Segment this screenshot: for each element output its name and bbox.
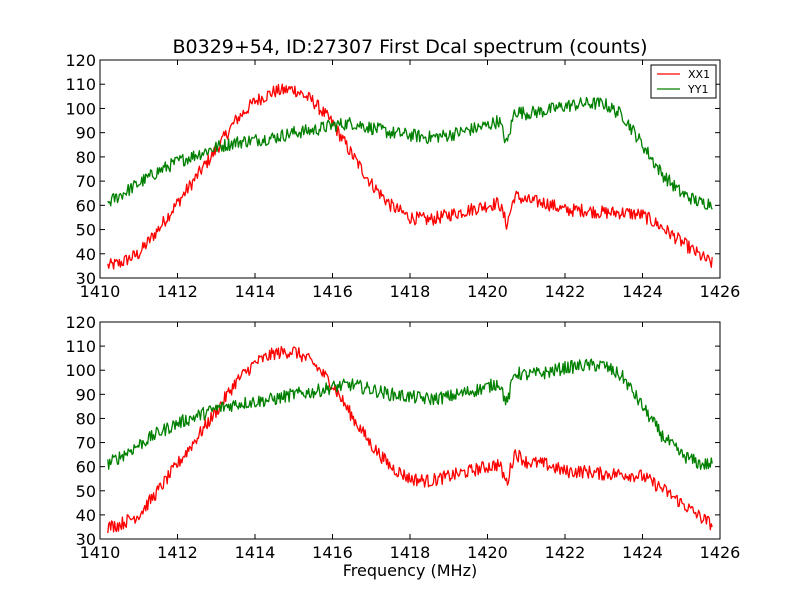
chart-title: B0329+54, ID:27307 First Dcal spectrum (…: [172, 36, 647, 58]
series-line-yy1: [107, 96, 713, 210]
y-tick-label: 40: [76, 245, 96, 264]
x-tick-label: 1426: [700, 282, 741, 301]
x-tick-label: 1416: [312, 282, 353, 301]
legend-label-xx1: XX1: [688, 68, 710, 81]
x-axis-label: Frequency (MHz): [343, 561, 477, 580]
x-tick-label: 1424: [622, 543, 663, 562]
x-tick-label: 1414: [235, 282, 276, 301]
legend-label-yy1: YY1: [687, 83, 708, 96]
x-tick-label: 1414: [235, 543, 276, 562]
x-tick-label: 1426: [700, 543, 741, 562]
y-tick-label: 80: [76, 409, 96, 428]
y-tick-label: 30: [76, 269, 96, 288]
y-tick-label: 90: [76, 124, 96, 143]
legend: XX1 YY1: [650, 64, 717, 99]
x-tick-label: 1410: [80, 282, 121, 301]
y-tick-label: 110: [65, 337, 96, 356]
series-line-xx1: [107, 83, 713, 270]
y-tick-label: 80: [76, 148, 96, 167]
series-line-green: [107, 358, 713, 470]
y-tick-label: 70: [76, 172, 96, 191]
x-tick-label: 1410: [80, 543, 121, 562]
x-tick-label: 1424: [622, 282, 663, 301]
x-tick-label: 1418: [390, 543, 431, 562]
y-tick-label: 30: [76, 530, 96, 549]
y-tick-label: 120: [65, 313, 96, 332]
top-spectrum-panel: B0329+54, ID:27307 First Dcal spectrum (…: [65, 36, 740, 301]
y-tick-label: 60: [76, 196, 96, 215]
x-tick-label: 1422: [545, 282, 586, 301]
x-tick-label: 1420: [467, 543, 508, 562]
legend-box: [650, 64, 717, 99]
y-tick-label: 110: [65, 75, 96, 94]
x-tick-label: 1422: [545, 543, 586, 562]
y-tick-label: 50: [76, 221, 96, 240]
y-tick-label: 120: [65, 51, 96, 70]
bottom-spectrum-panel: 30 40 50 60 70 80 90 100 110 120 1410 1412 1414 1416…: [65, 313, 740, 580]
y-tick-label: 60: [76, 458, 96, 477]
y-tick-label: 70: [76, 434, 96, 453]
x-tick-label: 1416: [312, 543, 353, 562]
y-tick-label: 100: [65, 99, 96, 118]
x-tick-label: 1420: [467, 282, 508, 301]
series-line-red: [107, 345, 713, 534]
y-tick-label: 50: [76, 482, 96, 501]
y-tick-label: 40: [76, 506, 96, 525]
x-tick-label: 1418: [390, 282, 431, 301]
y-tick-label: 100: [65, 361, 96, 380]
x-tick-label: 1412: [157, 282, 198, 301]
plot-frame: [99, 321, 721, 540]
y-tick-label: 90: [76, 385, 96, 404]
x-tick-label: 1412: [157, 543, 198, 562]
plot-frame: [99, 59, 721, 279]
